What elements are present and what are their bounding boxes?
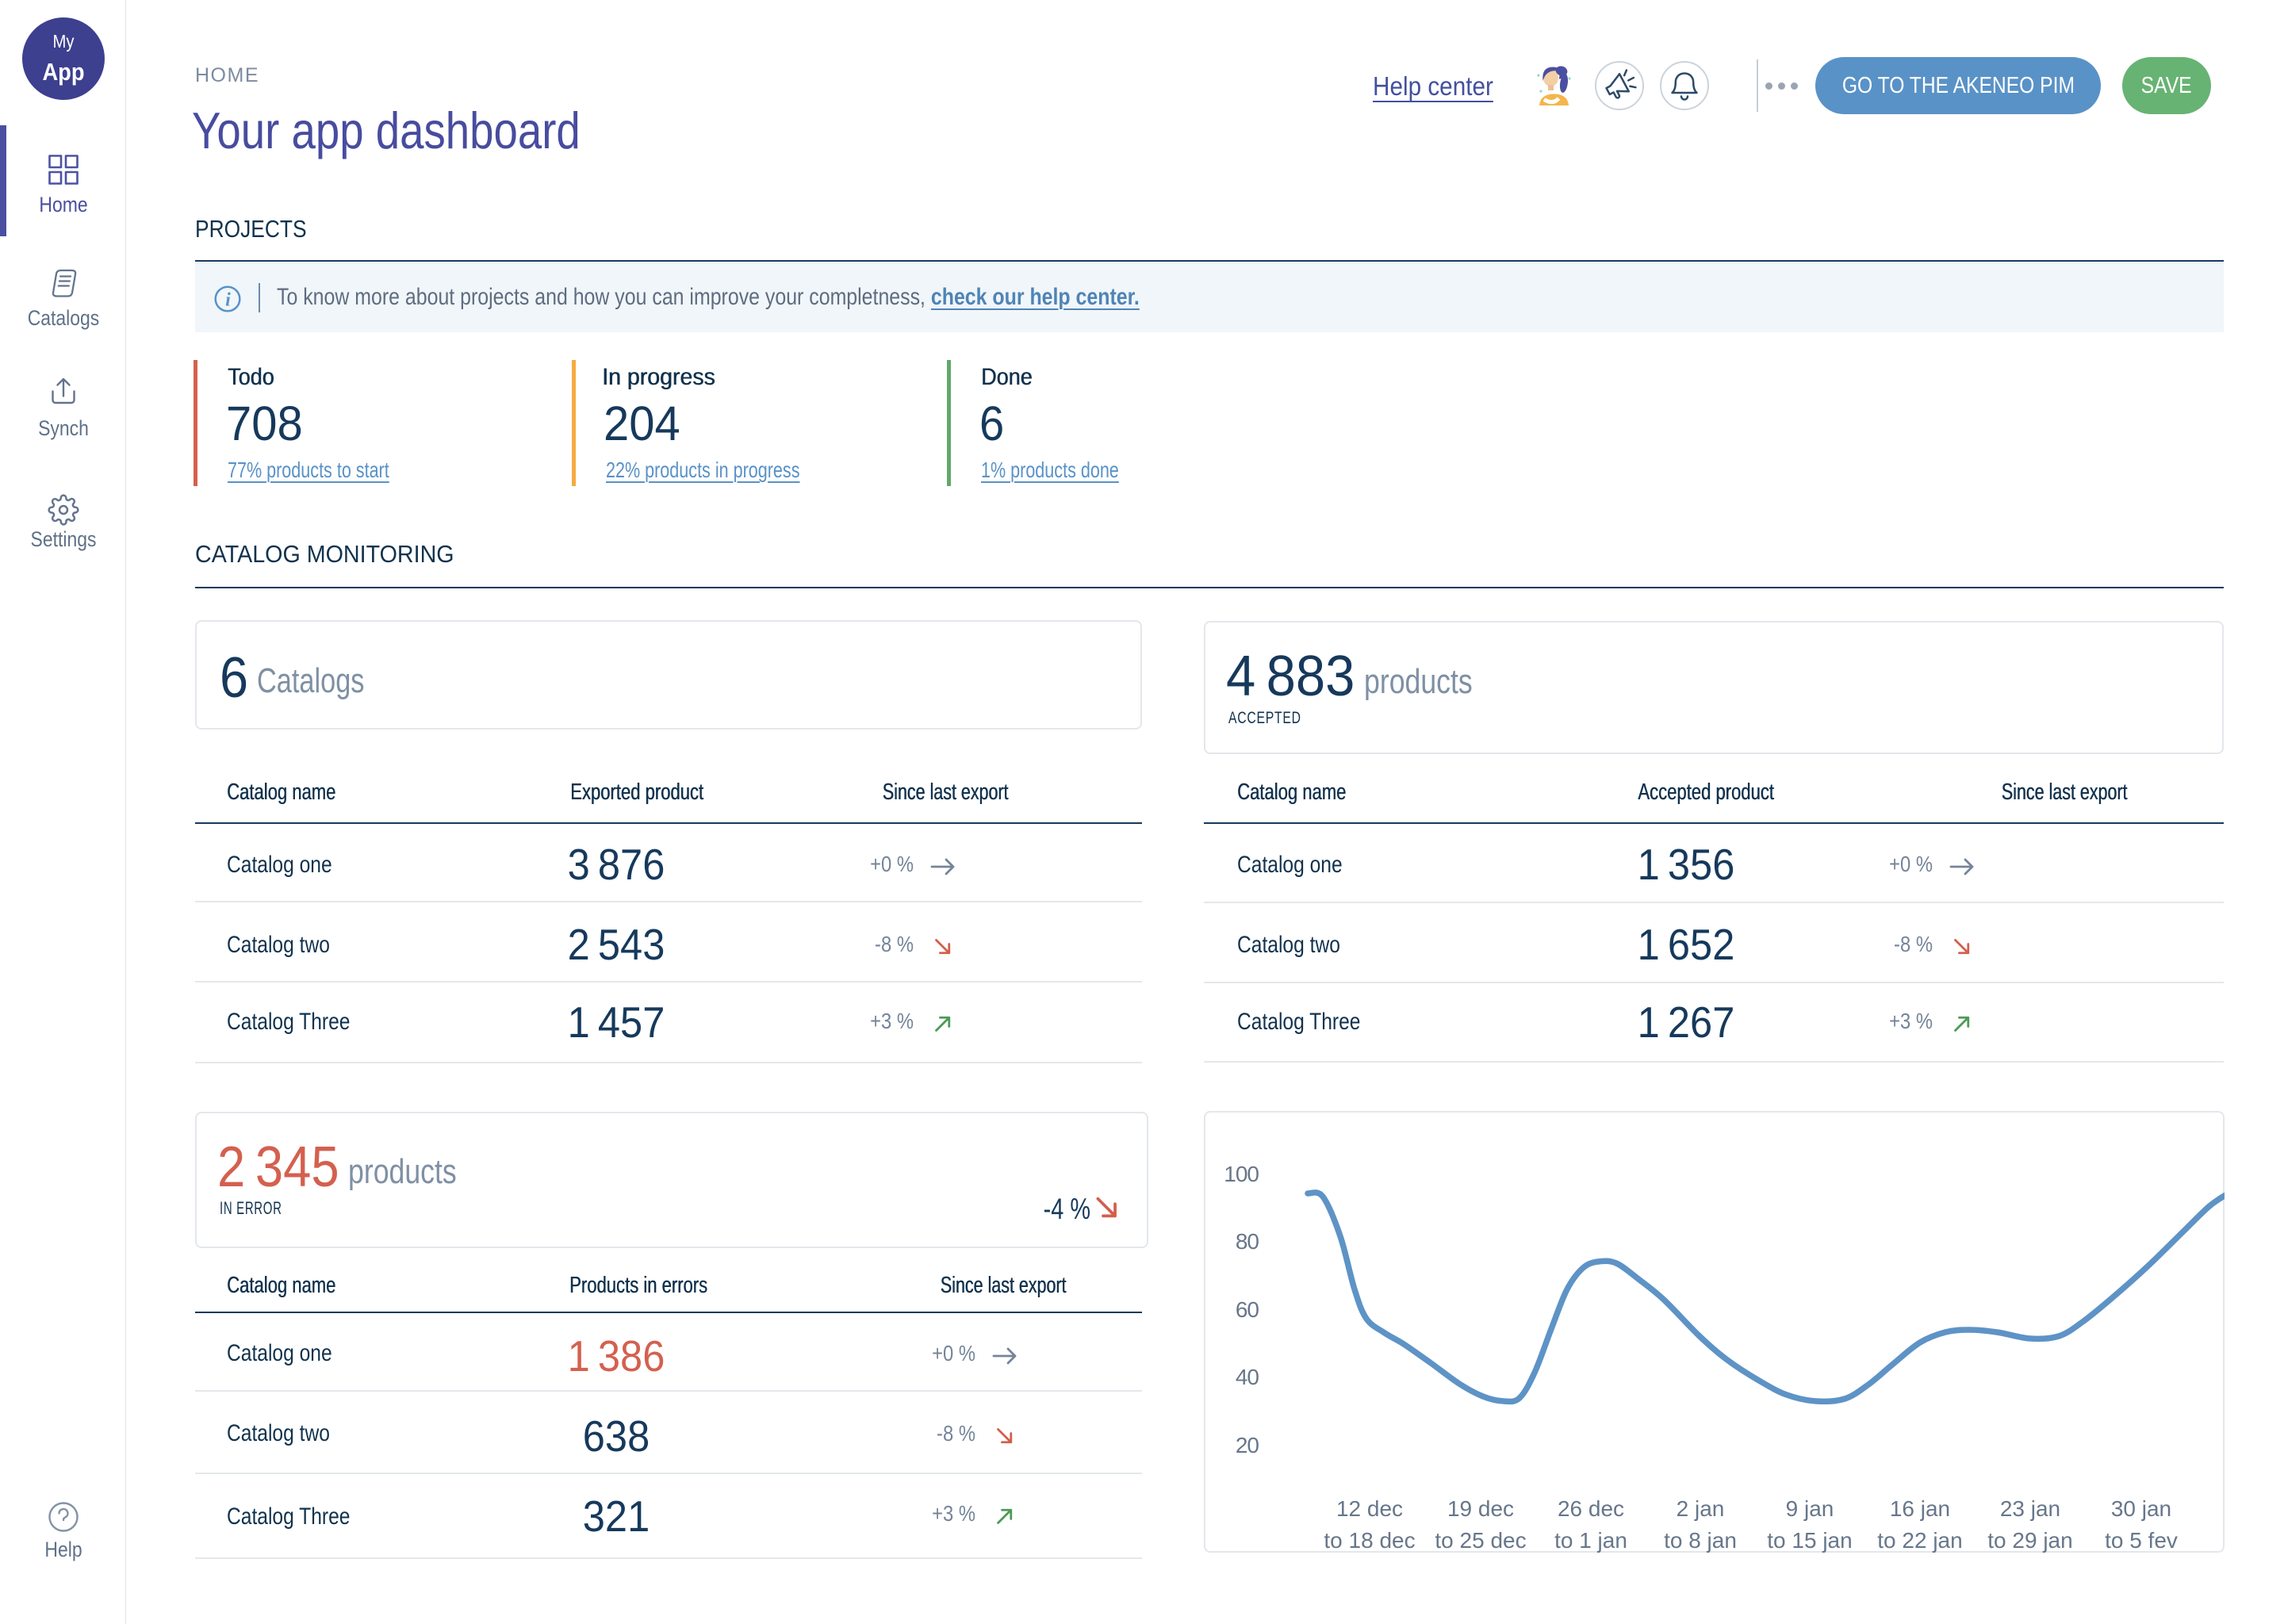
svg-text:9 jan: 9 jan — [1786, 1496, 1834, 1521]
svg-text:30 jan: 30 jan — [2111, 1496, 2171, 1521]
svg-text:100: 100 — [1224, 1162, 1259, 1186]
svg-text:to 25 dec: to 25 dec — [1435, 1528, 1526, 1553]
svg-text:to 15 jan: to 15 jan — [1767, 1528, 1852, 1553]
svg-text:to 22 jan: to 22 jan — [1877, 1528, 1962, 1553]
svg-text:to 18 dec: to 18 dec — [1324, 1528, 1415, 1553]
svg-text:to 5 fev: to 5 fev — [2105, 1528, 2178, 1553]
svg-text:40: 40 — [1236, 1365, 1259, 1389]
svg-text:23 jan: 23 jan — [2000, 1496, 2060, 1521]
svg-text:12 dec: 12 dec — [1336, 1496, 1403, 1521]
svg-text:to 8 jan: to 8 jan — [1664, 1528, 1737, 1553]
svg-text:60: 60 — [1236, 1297, 1259, 1322]
svg-text:to 29 jan: to 29 jan — [1987, 1528, 2072, 1553]
svg-text:to 1 jan: to 1 jan — [1554, 1528, 1627, 1553]
svg-text:16 jan: 16 jan — [1890, 1496, 1950, 1521]
svg-text:20: 20 — [1236, 1433, 1259, 1457]
svg-text:19 dec: 19 dec — [1447, 1496, 1514, 1521]
svg-text:26 dec: 26 dec — [1558, 1496, 1624, 1521]
svg-text:i: i — [225, 290, 231, 311]
svg-text:80: 80 — [1236, 1229, 1259, 1254]
svg-text:2 jan: 2 jan — [1677, 1496, 1725, 1521]
